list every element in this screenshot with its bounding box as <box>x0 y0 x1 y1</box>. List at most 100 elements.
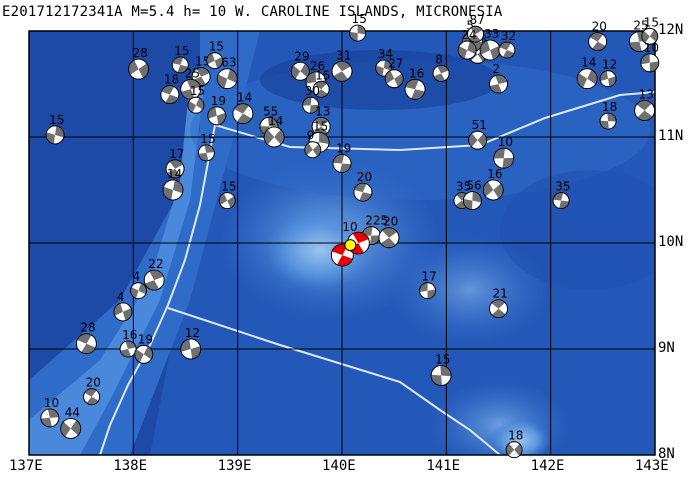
focal-mechanism <box>40 408 60 428</box>
main-event: 10 <box>330 220 370 267</box>
longitude-tick-label: 141E <box>426 458 461 474</box>
depth-label: 87 <box>470 13 485 27</box>
depth-label: 15 <box>435 353 450 367</box>
longitude-tick-label: 139E <box>217 458 252 474</box>
latitude-tick-label: 11N <box>658 128 684 144</box>
focal-mechanism <box>599 70 617 88</box>
focal-mechanism <box>312 80 330 98</box>
depth-label: 25 <box>185 66 200 80</box>
focal-mechanism <box>197 144 215 162</box>
focal-mechanism <box>489 299 508 319</box>
main-event-depth-label: 10 <box>342 220 357 234</box>
depth-label: 28 <box>80 321 95 335</box>
depth-label: 9 <box>307 129 315 143</box>
focal-mechanism <box>113 302 133 322</box>
focal-mechanism <box>493 147 515 169</box>
depth-label: 17 <box>169 147 184 161</box>
focal-mechanism <box>304 141 322 159</box>
depth-label: 15 <box>174 44 189 58</box>
depth-label: 32 <box>501 29 516 43</box>
focal-mechanism <box>216 68 238 90</box>
focal-mechanism <box>119 340 137 358</box>
focal-mechanism <box>468 130 488 150</box>
depth-label: 15 <box>209 40 224 54</box>
focal-mechanism <box>45 125 65 145</box>
depth-label: 15 <box>221 180 236 194</box>
focal-mechanism <box>332 154 352 173</box>
depth-label: 16 <box>409 66 424 80</box>
focal-mechanism <box>552 192 570 210</box>
focal-mechanism <box>457 40 477 60</box>
depth-label: 15 <box>49 113 64 127</box>
focal-mechanism <box>180 338 202 360</box>
depth-label: 18 <box>508 429 523 443</box>
depth-label: 20 <box>383 215 398 229</box>
depth-label: 18 <box>164 73 179 87</box>
depth-label: 15 <box>352 12 367 26</box>
longitude-tick-label: 143E <box>635 458 669 474</box>
focal-mechanism <box>384 69 404 89</box>
depth-label: 10 <box>44 396 59 410</box>
focal-mechanism <box>378 227 400 249</box>
graticule <box>29 31 655 455</box>
focal-mechanism <box>404 78 426 100</box>
depth-label: 63 <box>221 56 236 70</box>
depth-label: 19 <box>336 142 351 156</box>
depth-label: 12 <box>185 326 200 340</box>
map-frame <box>28 30 656 456</box>
focal-mechanism <box>75 333 97 355</box>
depth-label: 25 <box>633 19 648 33</box>
focal-mechanism <box>432 65 450 82</box>
focal-mechanism <box>207 106 227 126</box>
depth-label: 55 <box>263 104 278 118</box>
focal-mechanism <box>353 182 373 202</box>
focal-mechanism <box>311 117 331 136</box>
latitude-tick-label: 9N <box>658 340 675 356</box>
focal-mechanism <box>419 282 436 300</box>
epicenter-marker <box>344 239 357 252</box>
focal-mechanism <box>489 74 508 94</box>
latitude-tick-label: 8N <box>658 446 675 462</box>
depth-label: 14 <box>581 56 596 70</box>
focal-mechanism <box>143 269 165 291</box>
focal-mechanism <box>290 61 310 81</box>
depth-label: 15 <box>190 84 205 98</box>
depth-label: 14 <box>268 114 283 128</box>
depth-label: 17 <box>422 270 437 284</box>
focal-mechanism <box>349 24 367 42</box>
focal-mechanism <box>331 60 353 82</box>
focal-mechanism <box>206 52 224 70</box>
depth-label: 13 <box>639 88 654 102</box>
focal-mechanism <box>60 418 82 439</box>
focal-mechanism <box>302 96 320 114</box>
depth-label: 2 <box>493 62 501 76</box>
depth-label: 4 <box>133 270 141 284</box>
focal-mechanism <box>130 282 147 300</box>
depth-label: 5 <box>466 19 474 33</box>
latitude-tick-label: 12N <box>658 22 684 38</box>
depth-label: 35 <box>555 180 570 194</box>
depth-label: 21 <box>493 287 508 301</box>
depth-label: 10 <box>498 135 513 149</box>
focal-mechanisms: 1515587152815156315182515191415292615551… <box>40 12 660 459</box>
depth-label: 15 <box>195 55 210 69</box>
focal-mechanism <box>640 53 660 73</box>
focal-mechanism <box>479 39 501 61</box>
depth-label: 33 <box>484 27 499 41</box>
depth-label: 20 <box>86 376 101 390</box>
focal-mechanism <box>128 58 149 80</box>
focal-mechanism <box>588 32 608 51</box>
depth-label: 14 <box>237 91 252 105</box>
focal-mechanism <box>218 192 236 210</box>
depth-label: 14 <box>167 167 182 181</box>
focal-mechanism <box>263 126 285 148</box>
focal-mechanism <box>599 112 617 130</box>
focal-mechanism <box>160 85 180 104</box>
depth-label: 12 <box>602 58 617 72</box>
focal-mechanism <box>482 179 504 201</box>
longitude-tick-label: 142E <box>530 458 565 474</box>
depth-label: 20 <box>357 170 372 184</box>
focal-mechanism <box>641 27 659 45</box>
depth-label: 4 <box>117 290 125 304</box>
depth-label: 20 <box>592 20 607 34</box>
